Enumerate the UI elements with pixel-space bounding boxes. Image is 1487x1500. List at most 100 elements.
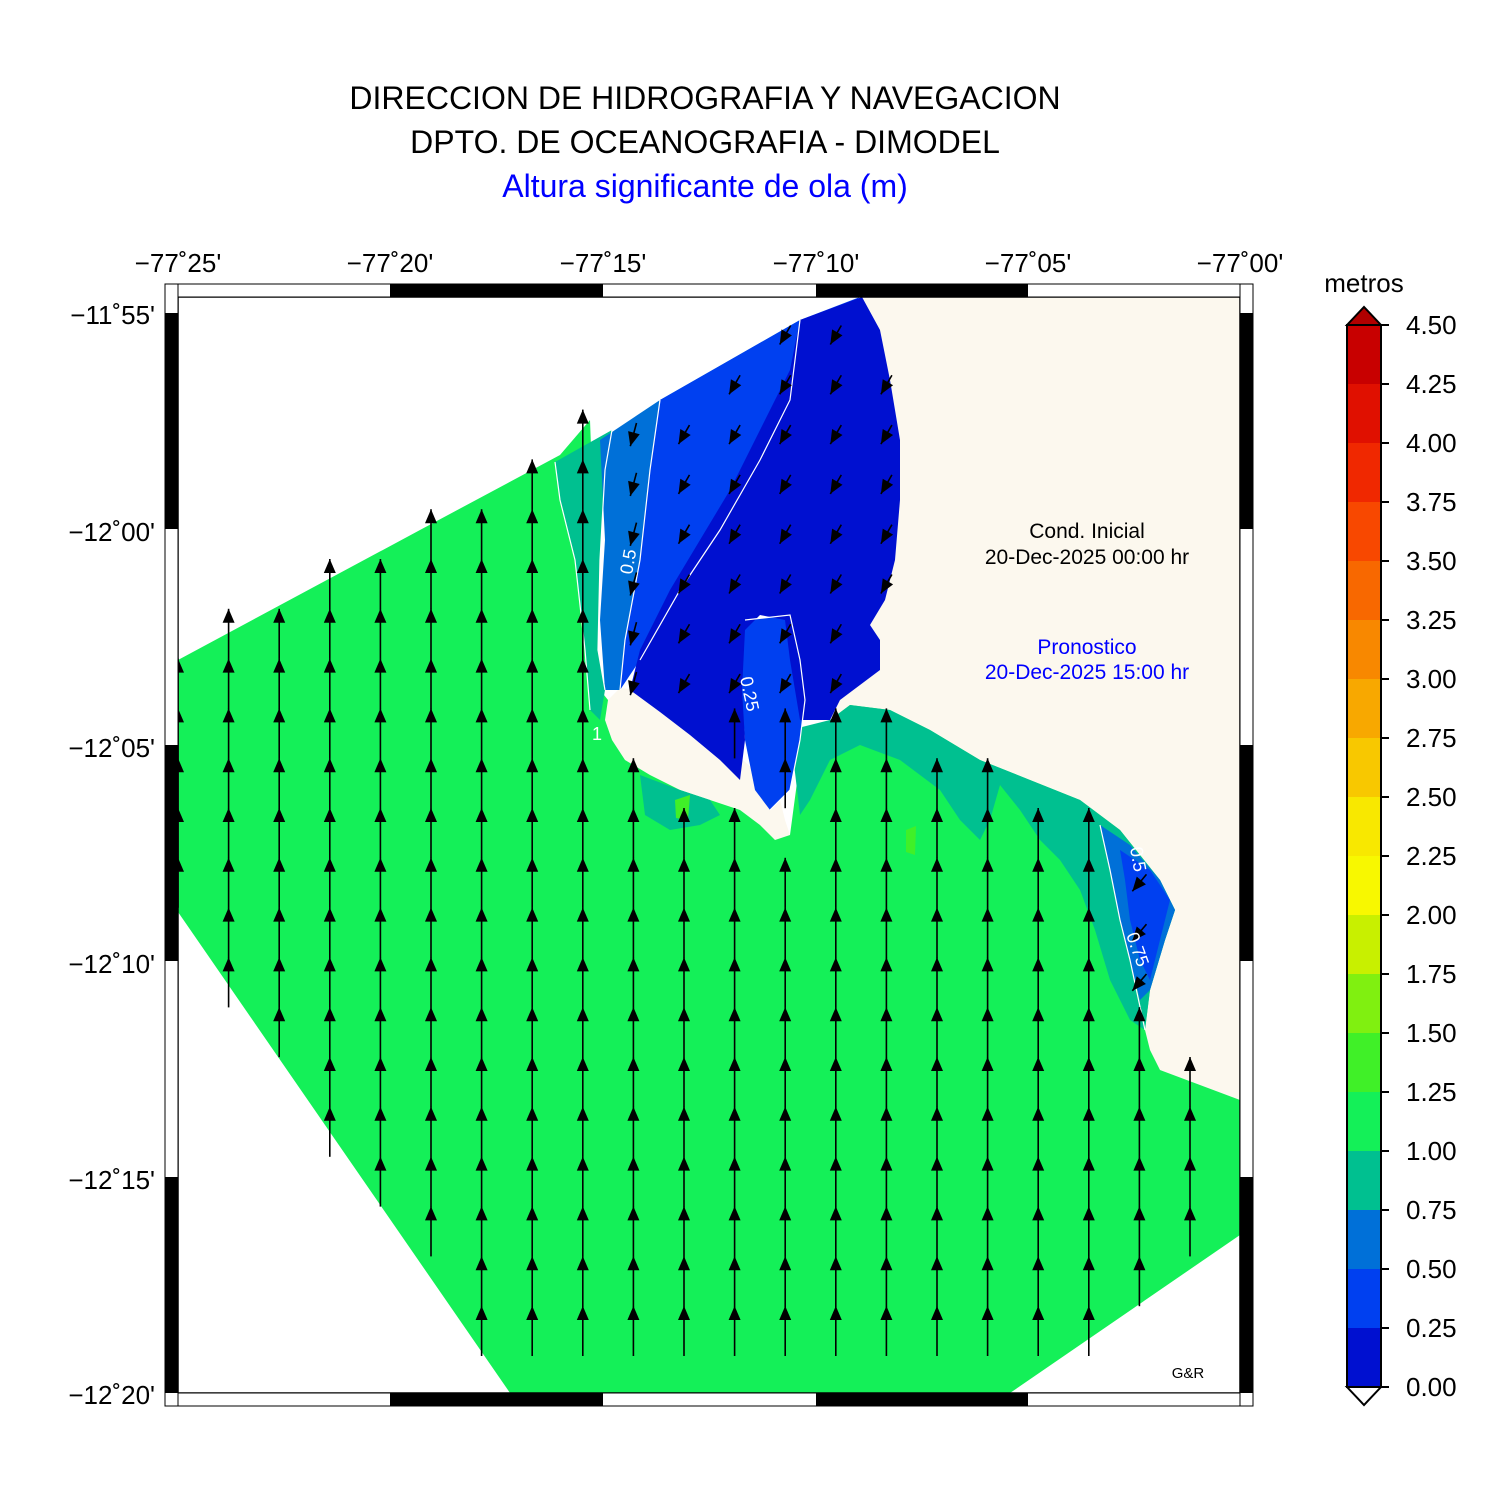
- direction-arrow: [1133, 1057, 1146, 1107]
- colorbar-label: 1.25: [1406, 1077, 1457, 1107]
- direction-arrow: [1082, 1206, 1095, 1257]
- direction-arrow: [779, 1156, 792, 1207]
- direction-arrow: [323, 658, 336, 709]
- direction-arrow: [178, 857, 184, 908]
- direction-arrow: [1032, 1057, 1045, 1107]
- direction-arrow: [475, 608, 488, 659]
- direction-arrow: [1184, 1206, 1196, 1257]
- colorbar-swatch: [1347, 797, 1381, 856]
- direction-arrow: [273, 658, 286, 709]
- direction-arrow: [374, 559, 387, 609]
- frame-segment: [1240, 1177, 1253, 1393]
- direction-arrow: [981, 1206, 994, 1257]
- direction-arrow: [273, 907, 286, 958]
- direction-arrow: [728, 1007, 741, 1058]
- direction-arrow: [475, 957, 488, 1008]
- direction-arrow: [273, 857, 286, 908]
- direction-arrow: [627, 857, 640, 908]
- title-line-2: DPTO. DE OCEANOGRAFIA - DIMODEL: [410, 124, 1000, 160]
- direction-arrow: [931, 1256, 943, 1307]
- colorbar-label: 1.00: [1406, 1136, 1457, 1166]
- wave-direction-arrows: [178, 325, 1196, 1356]
- direction-arrow: [677, 623, 691, 644]
- direction-arrow: [880, 758, 893, 809]
- direction-arrow: [728, 673, 742, 694]
- direction-arrow: [728, 574, 742, 594]
- map-frame-border: [164, 283, 1254, 1407]
- direction-arrow: [374, 907, 387, 958]
- direction-arrow: [576, 658, 589, 709]
- colorbar-unit: metros: [1324, 268, 1403, 298]
- contour-label: 0.5: [616, 548, 640, 576]
- direction-arrow: [779, 374, 792, 395]
- direction-arrow: [178, 708, 184, 759]
- direction-arrow: [425, 907, 437, 958]
- island: [605, 688, 790, 840]
- direction-arrow: [829, 1106, 842, 1157]
- colorbar-label: 0.75: [1406, 1195, 1457, 1225]
- direction-arrow: [576, 1007, 589, 1058]
- direction-arrow: [981, 808, 994, 858]
- direction-arrow: [1032, 1206, 1045, 1257]
- direction-arrow: [425, 559, 437, 609]
- direction-arrow: [728, 1206, 741, 1257]
- direction-arrow: [627, 1256, 640, 1307]
- direction-arrow: [374, 1106, 387, 1157]
- lat-label: −12˚05': [68, 733, 155, 763]
- frame-segment: [165, 1177, 178, 1393]
- direction-arrow: [931, 857, 943, 908]
- direction-arrow: [880, 424, 894, 445]
- direction-arrow: [273, 808, 286, 858]
- direction-arrow: [1032, 808, 1045, 858]
- direction-arrow: [526, 1106, 539, 1157]
- colorbar-swatch: [1347, 1269, 1381, 1328]
- direction-arrow: [1082, 1007, 1095, 1058]
- direction-arrow: [323, 957, 336, 1008]
- direction-arrow: [678, 1007, 690, 1058]
- direction-arrow: [779, 957, 792, 1008]
- direction-arrow: [678, 907, 690, 958]
- direction-arrow: [374, 808, 387, 858]
- direction-arrow: [880, 1306, 893, 1356]
- direction-arrow: [728, 1256, 741, 1307]
- direction-arrow: [526, 658, 539, 709]
- direction-arrow: [475, 1007, 488, 1058]
- direction-arrow: [526, 1206, 539, 1257]
- direction-arrow: [1133, 1156, 1146, 1207]
- direction-arrow: [829, 1057, 842, 1107]
- direction-arrow: [779, 1256, 792, 1307]
- colorbar-swatch: [1347, 561, 1381, 620]
- colorbar-swatch: [1347, 1210, 1381, 1269]
- direction-arrow: [1131, 973, 1148, 992]
- direction-arrow: [576, 1256, 589, 1307]
- direction-arrow: [829, 1306, 842, 1356]
- direction-arrow: [222, 608, 235, 659]
- direction-arrow: [475, 1156, 488, 1207]
- direction-arrow: [1133, 1206, 1146, 1257]
- direction-arrow: [475, 1306, 488, 1356]
- direction-arrow: [1133, 1007, 1146, 1058]
- direction-arrow: [829, 325, 843, 345]
- direction-arrow: [981, 957, 994, 1008]
- sea-band-1-00: [178, 420, 1240, 1393]
- direction-arrow: [222, 907, 235, 958]
- direction-arrow: [728, 374, 742, 395]
- direction-arrow: [880, 957, 893, 1008]
- direction-arrow: [323, 758, 336, 809]
- forecast-label: Pronostico: [1037, 636, 1136, 659]
- direction-arrow: [374, 758, 387, 809]
- colorbar-label: 2.75: [1406, 723, 1457, 753]
- direction-arrow: [628, 671, 640, 696]
- direction-arrow: [678, 857, 690, 908]
- frame-segment: [165, 313, 178, 529]
- direction-arrow: [273, 957, 286, 1008]
- direction-arrow: [475, 907, 488, 958]
- colorbar: [1344, 305, 1389, 1407]
- direction-arrow: [628, 622, 640, 646]
- colorbar-top-arrow: [1344, 305, 1384, 326]
- direction-arrow: [677, 574, 691, 594]
- direction-arrow: [1131, 923, 1148, 942]
- direction-arrow: [475, 758, 488, 809]
- colorbar-label: 0.25: [1406, 1313, 1457, 1343]
- direction-arrow: [475, 808, 488, 858]
